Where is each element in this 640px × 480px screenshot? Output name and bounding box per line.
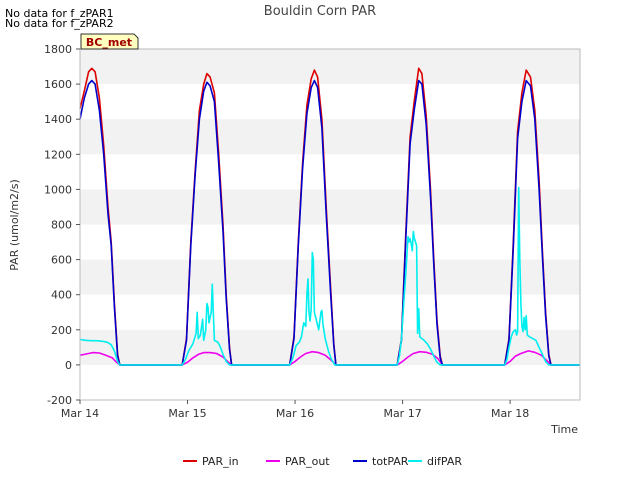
chart-title: Bouldin Corn PAR <box>263 4 377 19</box>
y-tick-label: 0 <box>65 359 72 372</box>
y-tick-label: 400 <box>51 289 72 302</box>
x-tick-label: Mar 17 <box>383 407 421 420</box>
legend-label: totPAR <box>372 455 409 468</box>
no-data-note-2: No data for f_zPAR2 <box>5 17 114 30</box>
legend-label: difPAR <box>427 455 462 468</box>
legend-label: PAR_in <box>202 455 239 468</box>
y-tick-label: 1000 <box>44 183 72 196</box>
x-tick-label: Mar 18 <box>491 407 529 420</box>
station-tag-box <box>80 33 139 50</box>
series-layer <box>79 67 580 366</box>
y-tick-label: 600 <box>51 254 72 267</box>
x-tick-label: Mar 14 <box>61 407 99 420</box>
y-tick-label: 1200 <box>44 148 72 161</box>
station-tag-label: BC_met <box>86 36 132 49</box>
legend-item-par-out: PAR_out <box>266 455 330 468</box>
x-tick-label: Mar 16 <box>276 407 314 420</box>
y-tick-label: -200 <box>47 394 72 407</box>
legend: PAR_in PAR_out totPAR difPAR <box>183 455 462 468</box>
no-data-note-1: No data for f_zPAR1 <box>5 7 114 20</box>
legend-item-totpar: totPAR <box>353 455 409 468</box>
station-tag: BC_met <box>80 33 139 50</box>
grid-band <box>80 49 580 85</box>
grid-bands <box>80 49 580 400</box>
legend-label: PAR_out <box>285 455 330 468</box>
x-axis-label: Time <box>550 423 578 436</box>
y-tick-label: 1800 <box>44 43 72 56</box>
legend-item-difpar: difPAR <box>408 455 462 468</box>
x-axis-ticks: Mar 14 Mar 15 Mar 16 Mar 17 Mar 18 <box>61 400 529 420</box>
grid-band <box>80 189 580 225</box>
y-axis-ticks: -200 0 200 400 600 800 1000 1200 1400 1600 1800 <box>44 43 80 407</box>
y-tick-label: 1600 <box>44 78 72 91</box>
y-tick-label: 800 <box>51 219 72 232</box>
y-axis-label: PAR (umol/m2/s) <box>8 179 21 271</box>
x-tick-label: Mar 15 <box>168 407 206 420</box>
legend-item-par-in: PAR_in <box>183 455 239 468</box>
grid-band <box>80 119 580 155</box>
y-tick-label: 200 <box>51 324 72 337</box>
y-tick-label: 1400 <box>44 113 72 126</box>
series-line-difpar <box>79 186 580 366</box>
